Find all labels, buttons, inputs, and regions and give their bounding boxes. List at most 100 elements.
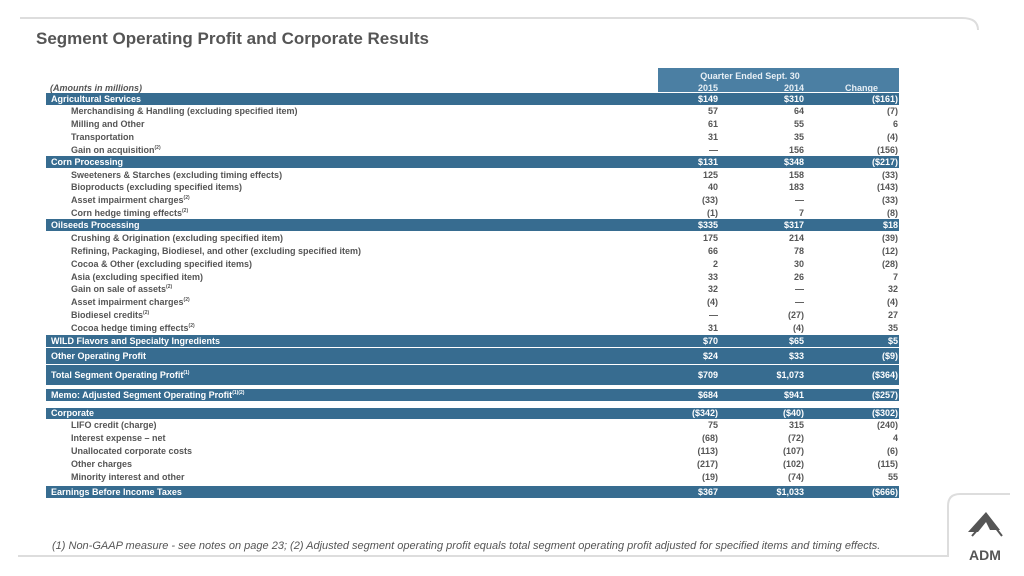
footnote-mark: (2): [166, 284, 173, 291]
section-row: Corn Processing $131 $348 ($217): [46, 156, 899, 169]
value: 75: [707, 420, 718, 431]
row-label: Transportation: [71, 132, 134, 142]
value: (4): [887, 131, 898, 142]
value: (143): [876, 182, 898, 193]
value: 7: [798, 207, 804, 218]
section-row: Other Operating Profit $24 $33 ($9): [46, 347, 899, 364]
value: 40: [707, 182, 718, 193]
label-text: Cocoa & Other (excluding specified items…: [71, 258, 253, 269]
value: 32: [887, 284, 898, 295]
value: 64: [793, 106, 804, 117]
value: (6): [887, 446, 898, 457]
label-text: Corporate: [51, 408, 95, 419]
value: (115): [877, 459, 898, 470]
value: $70: [702, 335, 718, 346]
units: (Amounts in millions): [50, 83, 142, 93]
value: (102): [782, 459, 804, 470]
value: 2: [712, 258, 718, 269]
value: (217): [696, 459, 718, 470]
label-text: Oilseeds Processing: [51, 220, 140, 231]
item-row: Interest expense – net (68) (72) 4: [46, 432, 899, 445]
item-row: Gain on sale of assets(2) 32 — 32: [46, 283, 899, 296]
value: (7): [887, 106, 898, 117]
label-text: Bioproducts (excluding specified items): [71, 182, 243, 193]
value: 30: [793, 258, 804, 269]
label-text: Merchandising & Handling (excluding spec…: [71, 106, 298, 117]
value: $33: [788, 350, 804, 361]
row-label: Gain on acquisition(2): [71, 145, 161, 155]
value: —: [795, 284, 804, 295]
label-text: Total Segment Operating Profit: [51, 369, 184, 380]
item-row: Refining, Packaging, Biodiesel, and othe…: [46, 244, 899, 257]
value: ($40): [782, 408, 804, 419]
value: 31: [707, 323, 718, 334]
footnote: (1) Non-GAAP measure - see notes on page…: [52, 540, 881, 552]
row-label: Merchandising & Handling (excluding spec…: [71, 106, 298, 116]
value: (4): [887, 297, 898, 308]
section-row: Agricultural Services $149 $310 ($161): [46, 93, 899, 105]
item-row: Crushing & Origination (excluding specif…: [46, 231, 899, 244]
item-row: Milling and Other 61 55 6: [46, 118, 899, 131]
value: ($9): [881, 350, 898, 361]
row-label: WILD Flavors and Specialty Ingredients: [51, 336, 220, 346]
item-row: Asia (excluding specified item) 33 26 7: [46, 270, 899, 283]
column-header: 2015: [697, 83, 718, 93]
value: 66: [707, 245, 718, 256]
value: 183: [788, 182, 804, 193]
footnote-mark: (1): [183, 369, 190, 376]
value: $335: [697, 220, 718, 231]
value: 31: [707, 131, 718, 142]
value: $5: [887, 335, 898, 346]
section-row: Earnings Before Income Taxes $367 $1,033 ($…: [46, 485, 899, 498]
label-text: WILD Flavors and Specialty Ingredients: [51, 335, 221, 346]
row-label: Cocoa hedge timing effects(2): [71, 323, 195, 333]
value: 4: [892, 433, 898, 444]
title: Segment Operating Profit and Corporate R…: [36, 29, 429, 48]
row-label: Biodiesel credits(2): [71, 310, 149, 320]
section-row: Oilseeds Processing $335 $317 $18: [46, 219, 899, 232]
footnote-mark: (2): [188, 323, 195, 330]
label-text: Earnings Before Income Taxes: [51, 486, 182, 497]
value: 175: [702, 232, 718, 243]
value: ($257): [871, 389, 898, 400]
value: (4): [793, 323, 804, 334]
item-row: Minority interest and other (19) (74) 55: [46, 471, 899, 484]
item-row: Other charges (217) (102) (115): [46, 458, 899, 471]
value: $24: [702, 350, 718, 361]
item-row: Merchandising & Handling (excluding spec…: [46, 105, 899, 118]
value: $317: [783, 220, 804, 231]
value: 156: [788, 144, 804, 155]
item-row: Bioproducts (excluding specified items) 4…: [46, 181, 899, 194]
value: $941: [783, 389, 804, 400]
item-row: Gain on acquisition(2) — 156 (156): [46, 143, 899, 156]
row-label: Corn hedge timing effects(2): [71, 208, 188, 218]
label-text: Cocoa hedge timing effects: [71, 323, 189, 334]
value: (4): [707, 297, 718, 308]
footnote-mark: (2): [154, 144, 161, 151]
value: 35: [793, 131, 804, 142]
label-text: Sweeteners & Starches (excluding timing …: [71, 169, 283, 180]
value: (28): [881, 258, 898, 269]
value: 6: [892, 119, 898, 130]
value: (107): [782, 446, 804, 457]
column-header: Change: [844, 83, 878, 93]
value: ($161): [871, 94, 898, 104]
value: $131: [697, 157, 718, 168]
label-text: Crushing & Origination (excluding specif…: [71, 232, 284, 243]
footnote-mark: (2): [182, 207, 189, 214]
value: ($217): [871, 157, 898, 168]
row-label: Memo: Adjusted Segment Operating Profit(…: [51, 390, 244, 400]
header-bar: [658, 68, 899, 92]
label-text: Biodiesel credits: [71, 310, 144, 321]
value: $709: [697, 369, 718, 380]
value: 27: [887, 310, 898, 321]
value: ($666): [871, 486, 898, 497]
label-text: LIFO credit (charge): [71, 420, 157, 431]
label-text: Milling and Other: [71, 119, 145, 130]
label-text: Corn Processing: [51, 157, 124, 168]
value: ($342): [691, 408, 718, 419]
value: $149: [697, 94, 718, 104]
value: (19): [701, 472, 718, 483]
